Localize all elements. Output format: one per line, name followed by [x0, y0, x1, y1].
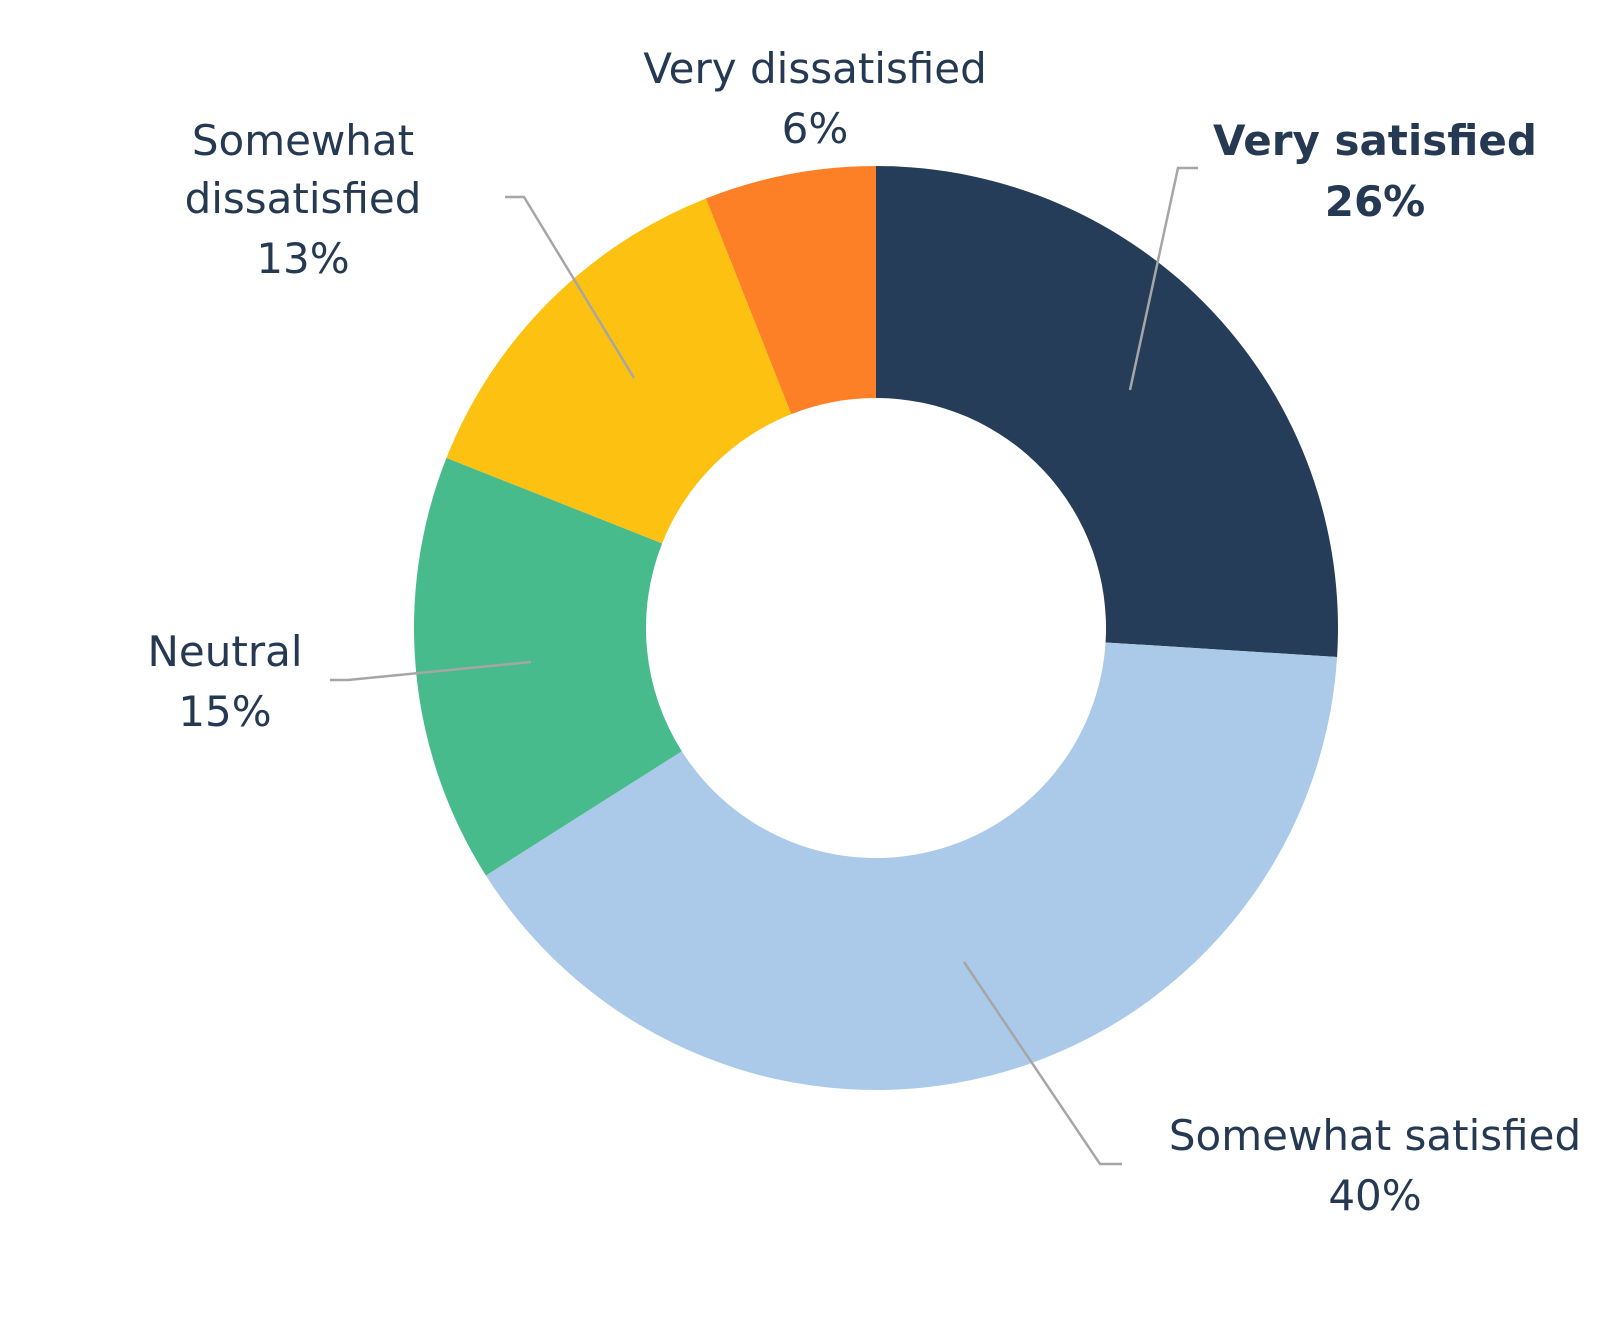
slice-value-somewhat-satisfied: 40%	[1328, 1171, 1421, 1220]
slice-very-dissatisfied	[705, 166, 876, 415]
slice-label-very-dissatisfied: Very dissatisfied	[643, 44, 987, 93]
slice-label-somewhat-dissatisfied-line-1: Somewhat	[192, 116, 414, 165]
slice-neutral	[413, 457, 682, 876]
slice-somewhat-satisfied	[485, 642, 1338, 1091]
leader-line-very-satisfied	[1128, 166, 1198, 391]
slice-somewhat-dissatisfied	[446, 198, 792, 544]
slice-label-somewhat-dissatisfied-line-2: dissatisfied	[185, 174, 422, 223]
leader-lines	[330, 166, 1198, 1166]
slice-very-satisfied	[876, 166, 1338, 658]
slice-value-very-dissatisfied: 6%	[782, 104, 849, 153]
leader-line-somewhat-satisfied	[962, 961, 1122, 1166]
slice-value-somewhat-dissatisfied: 13%	[256, 234, 349, 283]
leader-line-neutral	[330, 660, 532, 682]
slice-value-neutral: 15%	[178, 687, 271, 736]
slice-label-somewhat-satisfied: Somewhat satisfied	[1169, 1111, 1581, 1160]
donut-slices	[413, 166, 1338, 1091]
leader-line-somewhat-dissatisfied	[505, 195, 636, 379]
slice-value-very-satisfied: 26%	[1325, 177, 1426, 226]
slice-label-very-satisfied: Very satisfied	[1213, 116, 1537, 165]
slice-label-neutral: Neutral	[147, 627, 302, 676]
slice-labels: Very satisfied 26% Somewhat satisfied 40% Ne…	[147, 44, 1581, 1220]
